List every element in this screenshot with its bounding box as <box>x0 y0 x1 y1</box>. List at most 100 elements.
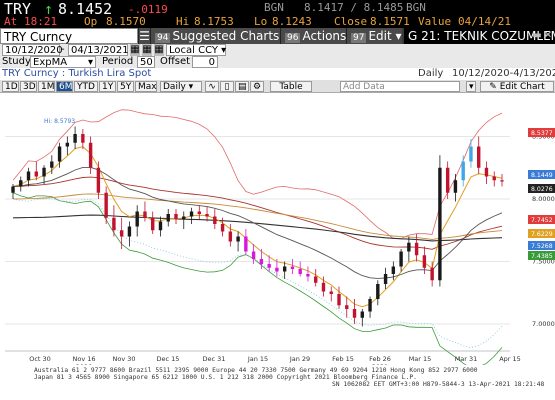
candle-body <box>282 266 287 272</box>
tab-6m[interactable]: 6M <box>56 81 73 92</box>
candle-body <box>19 180 23 187</box>
x-tick-label: Dec 31 <box>203 355 226 363</box>
currency-value: Local CCY <box>169 45 218 56</box>
candle-body <box>445 167 450 193</box>
end-date-field[interactable]: 04/13/2021 <box>68 44 129 56</box>
calendar-icon[interactable]: ▦ <box>154 44 164 56</box>
candle-body <box>96 167 101 193</box>
candle-body <box>135 211 139 227</box>
moving-average-line <box>12 146 503 308</box>
offset-field[interactable]: 0 <box>192 56 218 68</box>
y-tick-label: 7.5000 <box>532 258 555 266</box>
x-tick-label: Oct 30 <box>29 355 51 363</box>
study-row: Study ExpMA ▾ Period 50 Offset 0 <box>0 56 555 68</box>
start-date-field[interactable]: 10/12/2020 <box>2 44 63 56</box>
security-title[interactable]: TRY Curncy <box>0 28 138 44</box>
edit-chart-label: Edit Chart <box>499 82 545 92</box>
news-ticker[interactable]: G 21: TEKNIK COZUMLEM... <box>404 28 555 44</box>
candle-body <box>34 171 38 177</box>
candle-body <box>360 311 364 318</box>
line-chart-icon[interactable]: ∿ <box>205 81 219 92</box>
calendar-icon[interactable]: ▦ <box>142 44 152 56</box>
x-tick-label: Nov 16 <box>72 355 95 363</box>
moving-average-line <box>12 109 503 239</box>
candle-body <box>337 294 341 306</box>
candle-body <box>321 282 326 292</box>
up-arrow-icon: ↑ <box>44 0 54 18</box>
edit-chart-button[interactable]: ✎ Edit Chart <box>480 81 554 92</box>
price-tag <box>528 170 555 179</box>
close-icon[interactable]: ✕ <box>543 30 553 41</box>
footer-contacts-1: Australia 61 2 9777 8600 Brazil 5511 239… <box>34 367 478 374</box>
tab-1m[interactable]: 1M <box>38 81 55 92</box>
tab-1y[interactable]: 1Y <box>99 81 116 92</box>
candle-body <box>407 242 411 252</box>
pencil-icon: ✎ <box>489 82 497 92</box>
frequency-select[interactable]: Daily ▾ <box>160 81 202 92</box>
candle-body <box>228 231 233 242</box>
time-label: At <box>4 15 18 28</box>
tab-ytd[interactable]: YTD <box>74 81 98 92</box>
moving-averages <box>12 109 503 369</box>
currency-select[interactable]: Local CCY ▾ <box>166 44 226 56</box>
edit-button[interactable]: 97 Edit ▾ <box>346 28 402 44</box>
candle-body <box>298 269 302 274</box>
candle-body <box>213 216 217 224</box>
x-tick-label: Nov 30 <box>112 355 135 363</box>
x-tick-label: Mar 15 <box>409 355 432 363</box>
menu-icon[interactable]: ☰ <box>138 28 150 44</box>
candle-body <box>329 291 333 294</box>
candle-body <box>127 226 132 237</box>
price-tag <box>528 184 555 193</box>
study-label: Study <box>2 56 31 67</box>
value-label: Value <box>418 15 452 28</box>
candle-body <box>205 214 209 217</box>
candle-body <box>197 211 201 214</box>
add-data-field[interactable]: Add Data <box>340 81 460 92</box>
candle-body <box>119 230 124 237</box>
tab-5y[interactable]: 5Y <box>117 81 134 92</box>
calendar-icon[interactable]: ▦ <box>130 44 140 56</box>
candle-body <box>182 216 186 219</box>
candle-body <box>73 134 77 143</box>
x-tick-label: Jan 29 <box>289 355 310 363</box>
range-label: 10/12/2020-4/13/2021 <box>452 68 555 79</box>
price-tag-label: 8.0276 <box>531 186 553 193</box>
candle-chart-icon[interactable]: ▯ <box>220 81 234 92</box>
candle-body <box>414 242 419 256</box>
tab-3d[interactable]: 3D <box>20 81 37 92</box>
candle-body <box>220 224 225 232</box>
candle-body <box>275 267 279 272</box>
chevron-down-icon[interactable]: ▾ <box>466 81 476 92</box>
moving-average-line <box>12 166 503 279</box>
candle-body <box>368 299 372 312</box>
candle-body <box>383 274 388 284</box>
moving-average-line <box>12 198 503 349</box>
x-tick-label: Jan 15 <box>247 355 268 363</box>
frequency-label: Daily <box>418 68 444 79</box>
price-tags: 8.5377 8.1449 8.0276 7.7452 7.6229 7.5268 7.43… <box>528 128 555 260</box>
period-field[interactable]: 50 <box>137 56 155 68</box>
suggested-charts-button[interactable]: 94 Suggested Charts <box>150 28 280 44</box>
candle-body <box>500 180 504 182</box>
candle-body <box>259 259 264 264</box>
settings-icon[interactable]: ⚙ <box>250 81 264 92</box>
candle-body <box>306 274 310 277</box>
candle-body <box>50 161 54 168</box>
price-tag-label: 8.5377 <box>531 130 553 137</box>
tab-1d[interactable]: 1D <box>2 81 19 92</box>
price-chart[interactable]: Oct 30 Nov 16 Nov 30 Dec 15 Dec 31 Jan 15 Jan … <box>0 94 555 400</box>
price-tag-label: 7.6229 <box>531 231 553 238</box>
bar-chart-icon[interactable]: ▤ <box>235 81 249 92</box>
bgn-label: BGN <box>264 1 284 14</box>
price-tag-label: 7.4385 <box>531 253 553 260</box>
period-tabs-row: 1D 3D 1M 6M YTD 1Y 5Y Max Daily ▾ ∿ ▯ ▤ … <box>0 80 555 93</box>
tab-max[interactable]: Max <box>135 81 157 92</box>
study-value: ExpMA <box>33 57 68 68</box>
minimize-icon[interactable]: ▬ <box>532 30 542 41</box>
candle-body <box>438 167 442 281</box>
table-button[interactable]: Table <box>270 81 312 92</box>
footer-contacts-2: Japan 81 3 4565 8900 Singapore 65 6212 1… <box>34 374 417 381</box>
study-select[interactable]: ExpMA ▾ <box>30 56 96 68</box>
